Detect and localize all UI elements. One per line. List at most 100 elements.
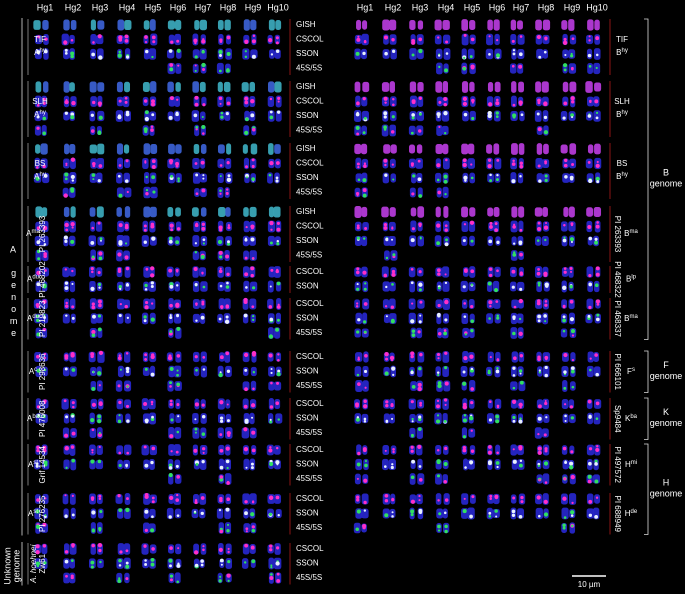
signal [596, 302, 600, 306]
signal [462, 402, 467, 407]
probe-label: SSON [296, 314, 319, 323]
signal [276, 546, 280, 550]
signal [150, 400, 154, 404]
chromosome [434, 34, 442, 45]
signal [392, 178, 395, 181]
signal [202, 242, 205, 245]
signal [194, 251, 198, 254]
column-header: Hg1 [357, 2, 374, 12]
signal [596, 221, 599, 224]
signal [36, 354, 40, 359]
signal [219, 416, 224, 420]
signal [245, 165, 248, 169]
signal [562, 496, 567, 501]
signal [417, 417, 422, 422]
chromosome [173, 444, 181, 456]
chromosome [267, 172, 273, 184]
signal [545, 357, 548, 361]
signal [468, 416, 474, 421]
signal [144, 509, 149, 514]
signal [392, 103, 395, 107]
signal [445, 52, 449, 55]
signal [169, 315, 173, 320]
signal [410, 131, 414, 135]
signal [519, 161, 524, 166]
signal [195, 319, 198, 322]
chromosome [389, 81, 395, 93]
signal [97, 34, 102, 39]
signal [496, 269, 499, 273]
genome-label: Ahy [34, 110, 46, 120]
accession-label: PI 468337 [613, 301, 622, 338]
signal [570, 113, 574, 118]
signal [70, 222, 75, 227]
signal [562, 446, 567, 451]
signal [383, 223, 388, 227]
accession-label: PI 666101 [613, 354, 622, 391]
signal [463, 413, 467, 417]
signal [564, 175, 568, 179]
signal [250, 226, 254, 230]
signal [270, 564, 273, 567]
signal [385, 400, 389, 404]
signal [537, 221, 541, 225]
signal [143, 228, 147, 232]
signal [383, 226, 388, 230]
signal [355, 417, 360, 422]
accession-label: TIF [616, 35, 628, 44]
signal [496, 98, 499, 102]
signal [487, 164, 492, 169]
signal [364, 282, 367, 285]
signal [277, 96, 281, 100]
signal [470, 64, 475, 69]
signal [595, 36, 600, 41]
signal [168, 473, 173, 478]
signal [364, 226, 368, 230]
signal [195, 402, 199, 407]
signal [244, 130, 249, 136]
signal [226, 466, 229, 470]
signal [488, 300, 493, 305]
signal [64, 559, 69, 564]
signal [463, 356, 468, 361]
signal [437, 383, 442, 389]
signal [513, 305, 517, 309]
signal [363, 399, 367, 403]
chromosome [243, 207, 249, 217]
signal [437, 381, 442, 385]
signal [175, 450, 179, 454]
signal [462, 370, 466, 374]
chromosome [435, 493, 442, 505]
signal [495, 369, 500, 374]
signal [71, 226, 74, 229]
signal [436, 268, 441, 273]
signal [417, 177, 422, 182]
chromosome [517, 281, 525, 292]
signal [537, 462, 541, 466]
signal [512, 448, 515, 451]
signal [276, 110, 281, 114]
signal [269, 405, 274, 409]
signal [92, 164, 96, 168]
chromosome [409, 427, 416, 439]
signal [419, 403, 422, 407]
signal [125, 266, 130, 271]
signal [595, 53, 599, 57]
signal [544, 481, 548, 484]
signal [202, 548, 205, 552]
signal [488, 267, 493, 271]
genome-label: Bhy [616, 110, 628, 120]
chromosome [442, 81, 449, 93]
column-header: Hg5 [464, 2, 481, 12]
signal [218, 225, 223, 230]
signal [443, 179, 448, 184]
signal [383, 125, 388, 130]
signal [217, 239, 223, 245]
signal [489, 355, 492, 359]
chromosome [34, 313, 42, 324]
signal [99, 510, 103, 514]
group-label: F [663, 360, 669, 370]
genome-base: B [616, 172, 621, 181]
signal [410, 267, 414, 271]
signal [169, 223, 174, 228]
